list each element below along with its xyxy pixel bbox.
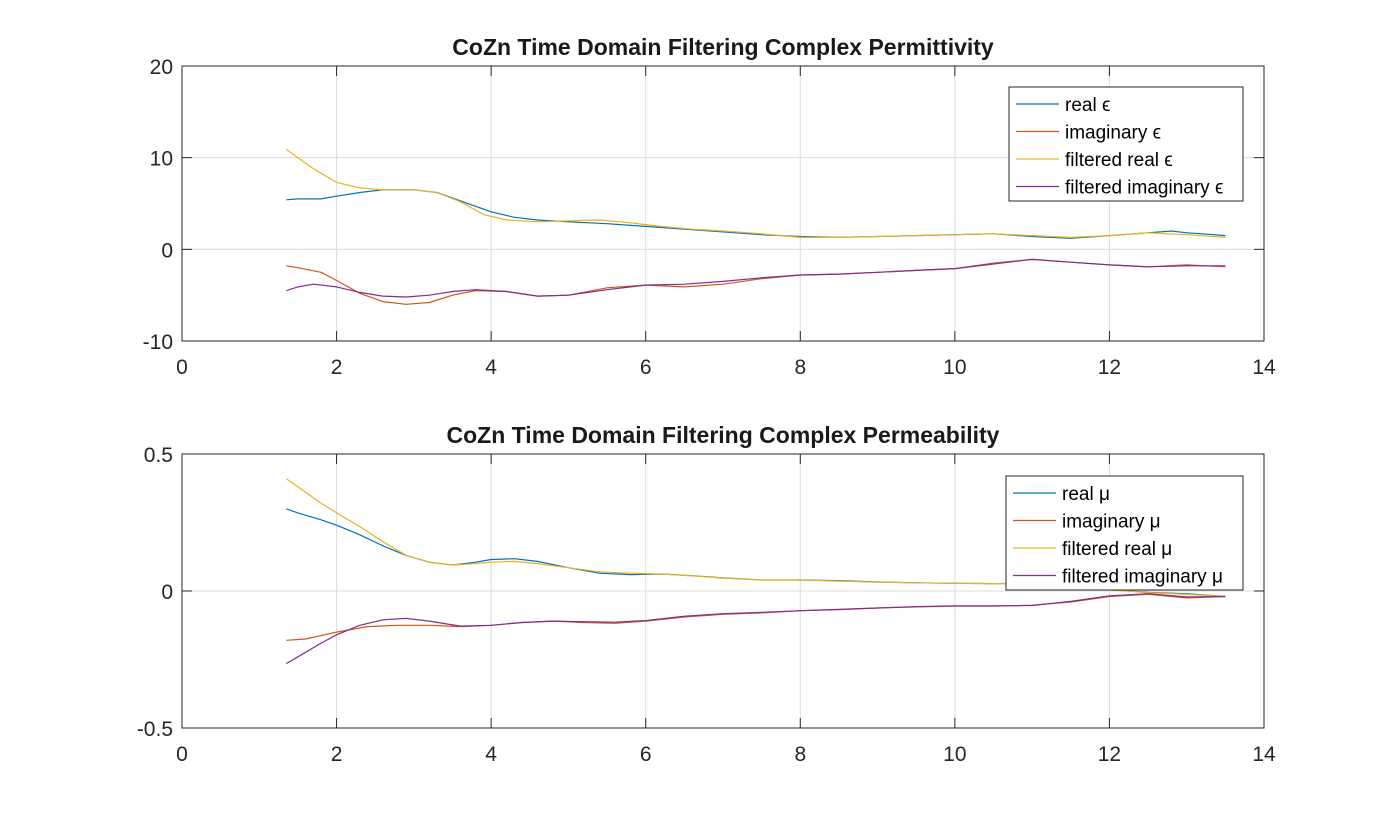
x-tick-label: 0	[176, 356, 188, 379]
legend-label-3: filtered real μ	[1062, 539, 1172, 560]
legend-label-1: real μ	[1062, 484, 1110, 505]
legend-label-2: imaginary μ	[1062, 512, 1161, 533]
y-tick-label: 0.5	[144, 444, 173, 467]
x-tick-label: 0	[176, 743, 188, 766]
x-tick-label: 2	[331, 743, 343, 766]
y-tick-label: 0	[161, 239, 173, 262]
x-tick-label: 6	[640, 356, 652, 379]
legend-label-3: filtered real ϵ	[1065, 150, 1173, 171]
y-tick-label: -0.5	[137, 718, 173, 741]
x-tick-label: 6	[640, 743, 652, 766]
axes-box	[181, 65, 1265, 342]
x-tick-label: 2	[331, 356, 343, 379]
series-group	[285, 148, 1226, 305]
x-tick-label: 14	[1252, 743, 1276, 766]
series-line-3	[285, 148, 1226, 238]
legend-label-4: filtered imaginary ϵ	[1065, 178, 1223, 199]
chart-title: CoZn Time Domain Filtering Complex Permi…	[452, 34, 994, 60]
y-tick-label: 20	[150, 56, 173, 79]
y-tick-label: 10	[150, 148, 173, 171]
legend-box	[1005, 475, 1244, 591]
x-tick-label: 4	[485, 743, 497, 766]
x-tick-label: 10	[943, 743, 966, 766]
x-tick-label: 12	[1098, 743, 1121, 766]
y-tick-label: -10	[143, 331, 173, 354]
series-line-4	[286, 258, 1226, 298]
y-tick-label: 0	[161, 581, 173, 604]
x-tick-label: 8	[794, 356, 806, 379]
x-tick-label: 12	[1098, 356, 1121, 379]
chart-title: CoZn Time Domain Filtering Complex Perme…	[447, 422, 1000, 448]
legend-label-1: real ϵ	[1065, 95, 1110, 116]
legend-box	[1008, 86, 1244, 202]
legend: real μ imaginary μ filtered real μ filtered…	[1005, 475, 1244, 591]
x-tick-label: 10	[943, 356, 966, 379]
series-line-4	[285, 593, 1226, 665]
x-tick-label: 8	[794, 743, 806, 766]
x-tick-label: 14	[1252, 356, 1276, 379]
legend-label-4: filtered imaginary μ	[1062, 567, 1223, 588]
x-tick-label: 4	[485, 356, 497, 379]
legend-label-2: imaginary ϵ	[1065, 123, 1161, 144]
legend: real ϵ imaginary ϵ filtered real ϵ filtered…	[1008, 86, 1244, 202]
